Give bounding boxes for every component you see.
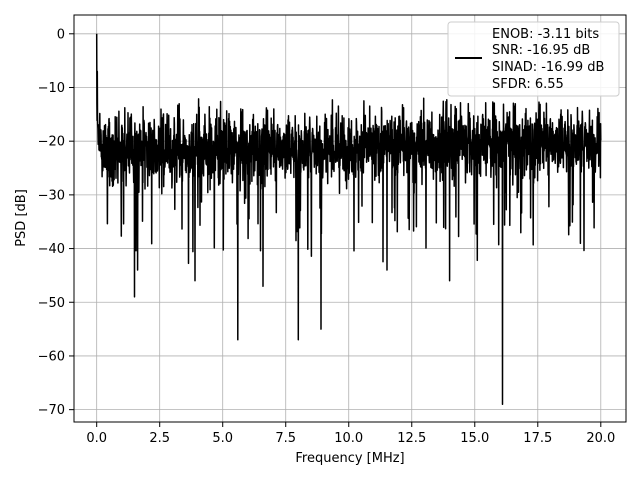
legend: ENOB: -3.11 bits SNR: -16.95 dB SINAD: -… xyxy=(447,21,620,97)
y-tick-label: −30 xyxy=(38,188,65,203)
x-tick-label: 10.0 xyxy=(334,431,363,446)
legend-line-sfdr: SFDR: 6.55 xyxy=(492,77,564,92)
x-tick-label: 15.0 xyxy=(460,431,489,446)
series-layer xyxy=(95,33,602,406)
legend-line-enob: ENOB: -3.11 bits xyxy=(492,27,599,42)
x-tick-label: 7.5 xyxy=(275,431,296,446)
x-tick-label: 0.0 xyxy=(86,431,107,446)
y-tick-label: −50 xyxy=(38,296,65,311)
x-tick-label: 5.0 xyxy=(212,431,233,446)
psd-series-line xyxy=(95,33,602,406)
y-tick-label: −70 xyxy=(38,403,65,418)
y-tick-label: −60 xyxy=(38,349,65,364)
legend-line-snr: SNR: -16.95 dB xyxy=(492,43,590,58)
y-axis-label: PSD [dB] xyxy=(14,189,29,247)
legend-box xyxy=(447,21,620,97)
x-tick-label: 2.5 xyxy=(149,431,170,446)
x-tick-label: 12.5 xyxy=(397,431,426,446)
y-tick-label: 0 xyxy=(57,27,65,42)
plot-frame xyxy=(73,14,627,423)
legend-line-sinad: SINAD: -16.99 dB xyxy=(492,60,604,75)
y-tick-label: −40 xyxy=(38,242,65,257)
x-axis-ticks: 0.0 2.5 5.0 7.5 10.0 12.5 15.0 17.5 20.0 xyxy=(86,422,615,446)
x-axis-label: Frequency [MHz] xyxy=(295,451,404,466)
y-tick-label: −10 xyxy=(38,81,65,96)
x-tick-label: 17.5 xyxy=(523,431,552,446)
y-tick-label: −20 xyxy=(38,135,65,150)
y-axis-ticks: 0 −10 −20 −30 −40 −50 −60 −70 xyxy=(38,27,74,418)
x-tick-label: 20.0 xyxy=(586,431,615,446)
